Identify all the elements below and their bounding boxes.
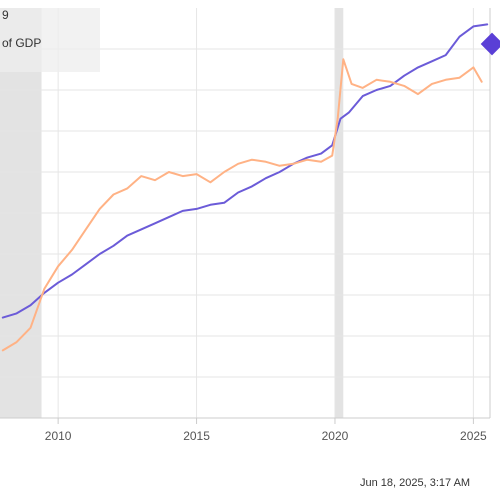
legend-line-1: 9 [2, 8, 9, 22]
x-axis-ticks: 2010 2015 2020 2025 [45, 418, 487, 443]
series-lines [1, 23, 489, 352]
x-tick-label: 2015 [183, 429, 210, 443]
timestamp: Jun 18, 2025, 3:17 AM [360, 477, 471, 489]
x-tick-label: 2010 [45, 429, 72, 443]
legend: 9 of GDP [0, 8, 100, 72]
legend-line-2: of GDP [2, 36, 42, 50]
purple-series-line [1, 23, 489, 319]
orange-series-line [1, 58, 483, 352]
x-tick-label: 2020 [322, 429, 349, 443]
x-tick-label: 2025 [460, 429, 487, 443]
gridlines [0, 8, 490, 418]
